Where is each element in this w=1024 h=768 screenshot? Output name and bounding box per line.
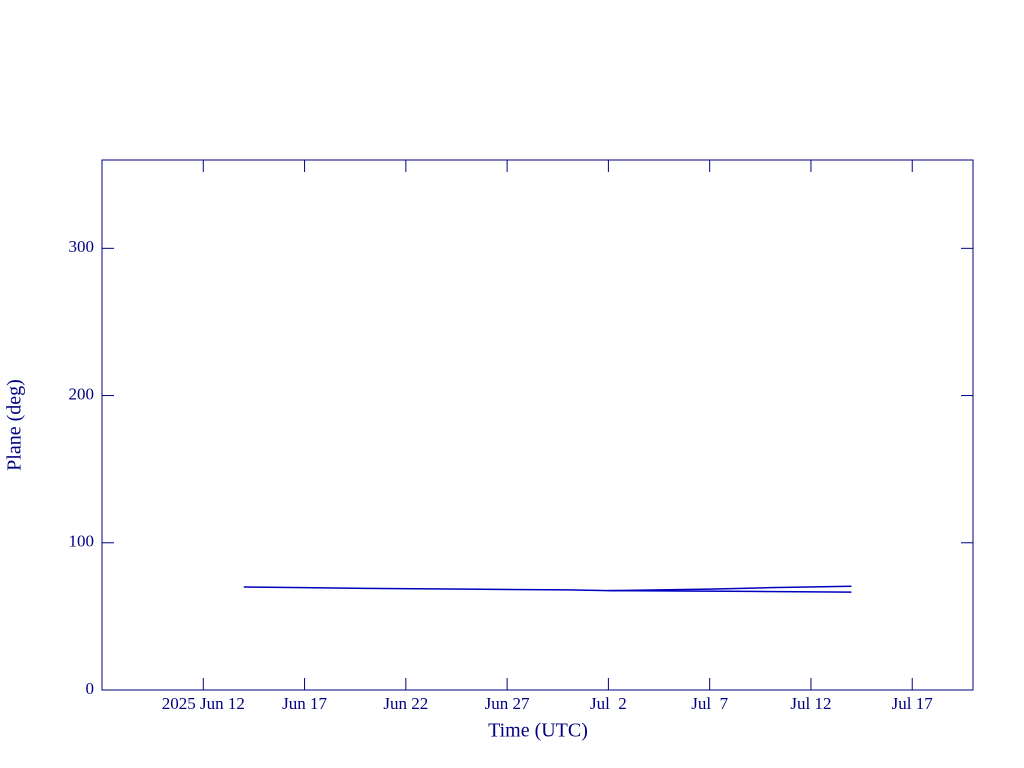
x-tick-label: Jun 27	[485, 694, 530, 713]
plot-frame	[101, 159, 974, 691]
x-axis-label: Time (UTC)	[488, 720, 588, 742]
data-line	[243, 585, 852, 592]
x-tick-label: Jul 2	[590, 694, 627, 713]
x-tick-label: Jun 17	[282, 694, 327, 713]
x-tick-label: Jul 7	[691, 694, 728, 713]
y-tick-label: 200	[69, 384, 95, 403]
x-tick-label: Jul 12	[790, 694, 831, 713]
y-tick-label: 300	[69, 237, 95, 256]
x-tick-label: Jun 22	[383, 694, 428, 713]
data-line	[608, 589, 852, 593]
x-tick-label: 2025 Jun 12	[162, 694, 245, 713]
y-tick-label: 0	[86, 679, 95, 698]
y-tick-label: 100	[69, 532, 95, 551]
x-tick-label: Jul 17	[892, 694, 934, 713]
y-axis-label: Plane (deg)	[4, 379, 26, 471]
